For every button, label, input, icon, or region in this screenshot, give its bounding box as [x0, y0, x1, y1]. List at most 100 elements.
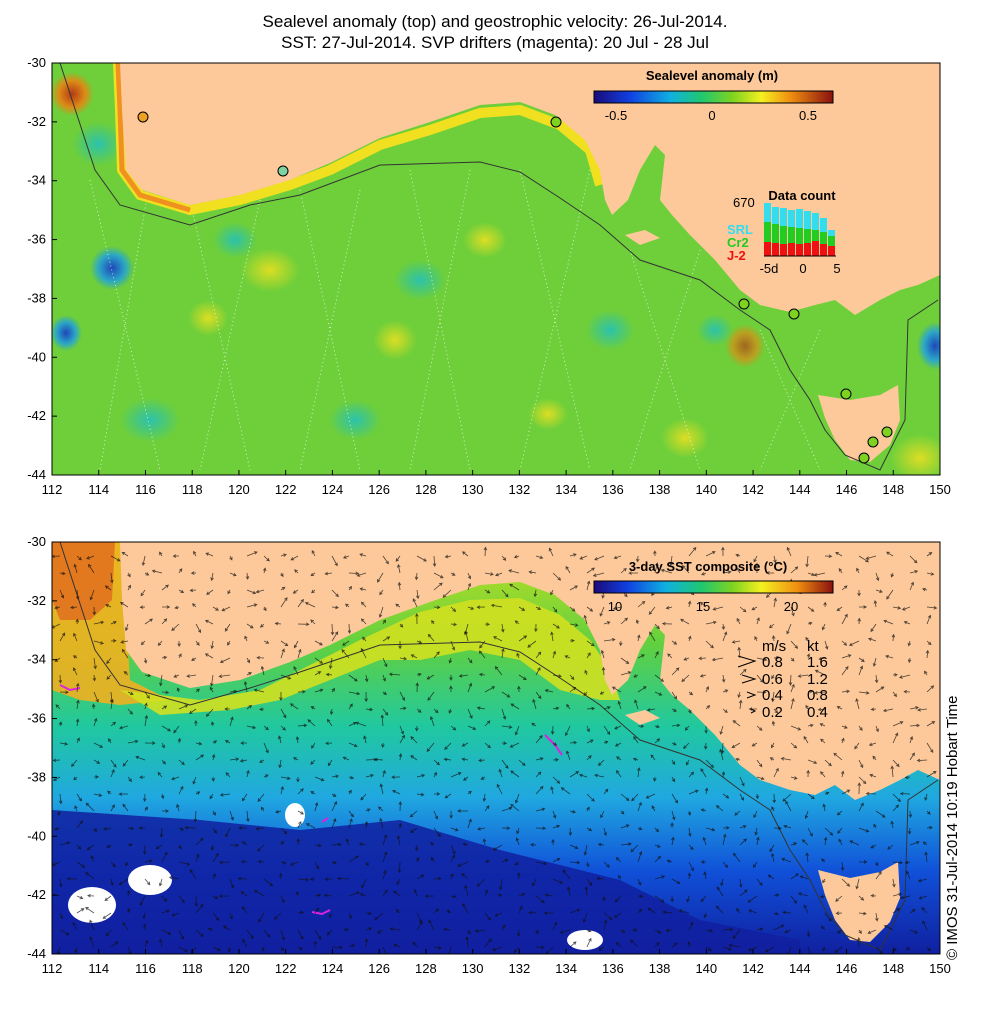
velocity-arrow — [171, 623, 180, 631]
velocity-arrow — [290, 555, 299, 561]
velocity-arrow — [314, 671, 322, 676]
velocity-arrow — [71, 759, 78, 767]
lon-tick-label: 138 — [649, 482, 671, 497]
velocity-arrow — [722, 927, 734, 932]
velocity-arrow — [855, 697, 860, 710]
velocity-arrow — [926, 614, 932, 625]
velocity-arrow — [754, 827, 758, 836]
velocity-arrow — [450, 854, 455, 863]
velocity-arrow — [314, 802, 319, 812]
velocity-arrow — [246, 623, 254, 629]
velocity-arrow — [410, 736, 418, 744]
velocity-arrow — [427, 691, 435, 701]
lon-tick-label: 146 — [836, 482, 858, 497]
velocity-arrow — [263, 929, 271, 938]
velocity-arrow — [204, 653, 214, 659]
velocity-arrow — [501, 858, 509, 863]
velocity-arrow — [86, 844, 95, 851]
velocity-arrow — [121, 551, 129, 557]
velocity-arrow — [771, 806, 775, 812]
velocity-arrow — [892, 732, 899, 744]
velocity-arrow — [615, 857, 622, 863]
velocity-arrow — [195, 754, 205, 761]
velocity-arrow — [518, 606, 526, 611]
velocity-arrow — [688, 789, 699, 795]
velocity-arrow — [735, 566, 741, 574]
velocity-arrow — [399, 691, 405, 702]
velocity-arrow — [654, 651, 659, 659]
velocity-arrow — [654, 623, 660, 630]
velocity-arrow — [178, 929, 184, 940]
velocity-arrow — [416, 874, 425, 880]
velocity-key-row: 0.6 1.2 — [741, 671, 828, 688]
velocity-arrow — [257, 860, 265, 864]
velocity-arrow — [857, 937, 861, 948]
velocity-arrow — [917, 878, 928, 883]
velocity-arrow — [865, 791, 877, 796]
velocity-arrow — [870, 707, 877, 711]
velocity-arrow — [654, 674, 665, 682]
velocity-arrow — [783, 824, 792, 829]
lon-tick-label: 118 — [182, 961, 203, 976]
lon-tick-label: 116 — [135, 961, 156, 976]
velocity-arrow — [533, 589, 538, 598]
velocity-arrow — [388, 672, 401, 677]
velocity-arrow — [280, 929, 285, 941]
velocity-arrow — [110, 769, 115, 778]
velocity-arrow — [755, 562, 759, 573]
velocity-arrow — [280, 553, 287, 557]
velocity-arrow — [88, 563, 95, 574]
velocity-arrow — [103, 826, 112, 831]
lat-tick-label: -30 — [27, 534, 46, 549]
velocity-arrow — [552, 674, 562, 678]
velocity-arrow — [671, 810, 676, 821]
velocity-arrow — [756, 617, 760, 625]
velocity-arrow — [518, 905, 523, 914]
velocity-arrow — [482, 838, 487, 846]
velocity-arrow — [705, 928, 714, 933]
velocity-arrow — [840, 770, 845, 778]
lat-tick-label: -38 — [27, 290, 46, 305]
velocity-arrow — [195, 688, 200, 693]
velocity-arrow — [382, 889, 388, 897]
velocity-arrow — [909, 555, 918, 564]
velocity-arrow — [467, 725, 477, 730]
velocity-arrow — [841, 654, 852, 659]
velocity-arrow — [365, 861, 369, 867]
velocity-arrow — [499, 878, 503, 891]
velocity-key: m/s kt 0.8 1.6 0.6 1.2 0.4 0.8 0.2 0.4 — [737, 638, 828, 721]
velocity-arrow — [739, 606, 747, 613]
velocity-arrow — [858, 657, 865, 662]
lon-tick-label: 134 — [555, 961, 577, 976]
velocity-arrow — [464, 630, 469, 642]
velocity-arrow — [364, 820, 369, 829]
velocity-arrow — [688, 844, 694, 851]
velocity-arrow — [528, 910, 537, 915]
velocity-arrow — [535, 667, 541, 676]
velocity-arrow — [732, 852, 741, 863]
velocity-arrow — [450, 640, 456, 651]
velocity-arrow — [241, 841, 248, 846]
velocity-arrow — [620, 842, 632, 846]
velocity-arrow — [681, 674, 690, 682]
velocity-arrow — [360, 601, 367, 608]
velocity-arrow — [535, 807, 546, 812]
velocity-arrow — [833, 752, 843, 761]
velocity-arrow — [892, 673, 898, 677]
velocity-arrow — [582, 912, 588, 923]
velocity-arrow — [751, 606, 758, 611]
velocity-arrow — [410, 755, 418, 761]
velocity-arrow — [924, 851, 928, 863]
velocity-arrow — [720, 878, 724, 887]
velocity-arrow — [461, 551, 469, 557]
velocity-arrow — [178, 785, 184, 795]
velocity-arrow — [550, 589, 554, 596]
velocity-arrow — [342, 640, 350, 646]
velocity-arrow — [478, 758, 486, 763]
velocity-arrow — [715, 805, 724, 812]
velocity-arrow — [297, 929, 304, 940]
velocity-arrow — [73, 776, 78, 781]
velocity-arrow — [821, 858, 826, 863]
velocity-arrow — [161, 929, 172, 935]
data-count-legend-srl: SRL — [727, 222, 753, 237]
